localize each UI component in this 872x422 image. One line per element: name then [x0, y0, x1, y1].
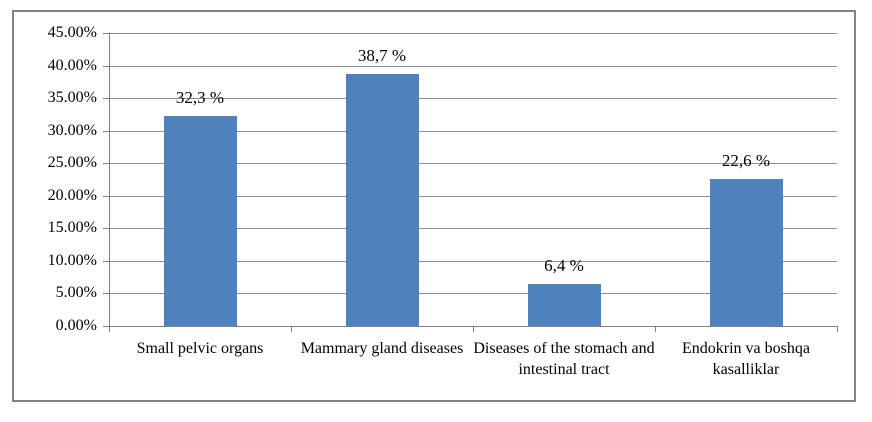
category-label: Endokrin va boshqa kasalliklar — [682, 340, 810, 378]
y-axis-tick — [103, 228, 109, 229]
x-axis-tick — [655, 326, 656, 332]
bar — [164, 116, 237, 326]
gridline — [109, 196, 837, 197]
bar-value-label: 6,4 % — [544, 256, 584, 275]
gridline — [109, 66, 837, 67]
y-tick-label: 25.00% — [47, 154, 97, 171]
gridline — [109, 98, 837, 99]
x-axis-tick — [473, 326, 474, 332]
gridline — [109, 33, 837, 34]
y-axis-tick — [103, 163, 109, 164]
y-axis-tick — [103, 196, 109, 197]
y-tick-label: 35.00% — [47, 89, 97, 106]
y-tick-label: 0.00% — [55, 317, 97, 334]
x-axis-tick — [291, 326, 292, 332]
y-axis-tick — [103, 98, 109, 99]
gridline — [109, 228, 837, 229]
y-axis-tick — [103, 293, 109, 294]
bar — [710, 179, 783, 326]
y-tick-label: 5.00% — [55, 284, 97, 301]
y-axis-tick — [103, 66, 109, 67]
y-tick-label: 20.00% — [47, 187, 97, 204]
y-axis-line — [109, 33, 110, 327]
category-label: Small pelvic organs — [136, 340, 264, 357]
bar-value-label: 32,3 % — [175, 88, 225, 107]
y-tick-label: 10.00% — [47, 252, 97, 269]
gridline — [109, 131, 837, 132]
y-axis-tick — [103, 261, 109, 262]
bar-value-label: 38,7 % — [357, 46, 407, 65]
bar — [528, 284, 601, 326]
y-axis-tick — [103, 131, 109, 132]
x-axis-tick — [837, 326, 838, 332]
bar — [346, 74, 419, 326]
gridline — [109, 261, 837, 262]
category-label: Mammary gland diseases — [300, 340, 464, 357]
y-tick-label: 15.00% — [47, 219, 97, 236]
y-axis-tick — [103, 326, 109, 327]
gridline — [109, 163, 837, 164]
category-label: Diseases of the stomach and intestinal t… — [473, 340, 655, 378]
y-tick-label: 30.00% — [47, 122, 97, 139]
y-tick-label: 45.00% — [47, 24, 97, 41]
y-axis-tick — [103, 33, 109, 34]
gridline — [109, 293, 837, 294]
y-tick-label: 40.00% — [47, 57, 97, 74]
x-axis-tick — [109, 326, 110, 332]
bar-value-label: 22,6 % — [721, 151, 771, 170]
